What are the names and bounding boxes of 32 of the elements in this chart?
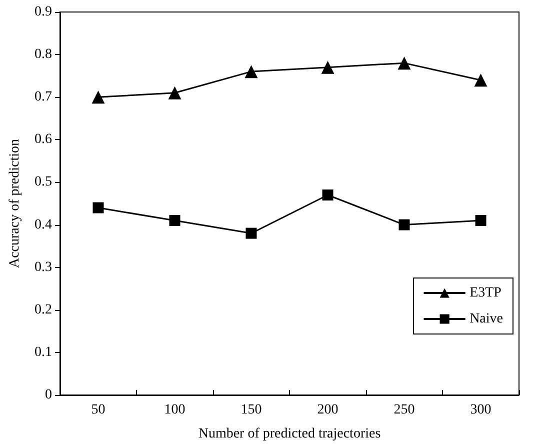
point (244, 65, 258, 78)
point (246, 228, 257, 239)
x-tick-label: 200 (317, 402, 338, 418)
y-tick-label: 0.2 (34, 302, 52, 318)
x-tick-label: 300 (470, 402, 492, 418)
y-tick-label: 0 (45, 388, 52, 402)
point (322, 189, 334, 200)
y-axis-title: Accuracy of prediction (8, 138, 22, 268)
y-tick-label: 0.4 (34, 217, 52, 232)
y-tick-label: 0.3 (34, 260, 52, 275)
y-tick-label: 0.6 (34, 132, 52, 148)
point (92, 90, 105, 104)
legend-label: Naive (470, 312, 504, 326)
y-tick-label: 0.9 (34, 4, 52, 20)
point (398, 219, 410, 230)
point (321, 60, 334, 74)
point (475, 215, 486, 226)
point (168, 86, 182, 100)
y-tick-label: 0.7 (34, 90, 52, 105)
x-tick-label: 100 (164, 402, 186, 418)
x-axis-title: Number of predicted trajectories (198, 426, 381, 442)
y-tick-label: 0.8 (34, 47, 52, 62)
x-tick-label: 250 (394, 402, 415, 418)
point (474, 74, 488, 87)
legend-label: E3TP (470, 286, 502, 300)
point (92, 202, 104, 214)
y-tick-label: 0.1 (34, 344, 52, 360)
x-tick-label: 150 (240, 402, 262, 418)
y-tick-label: 0.5 (34, 174, 52, 190)
point (398, 56, 411, 70)
x-tick-label: 50 (91, 402, 106, 418)
point (169, 215, 180, 226)
